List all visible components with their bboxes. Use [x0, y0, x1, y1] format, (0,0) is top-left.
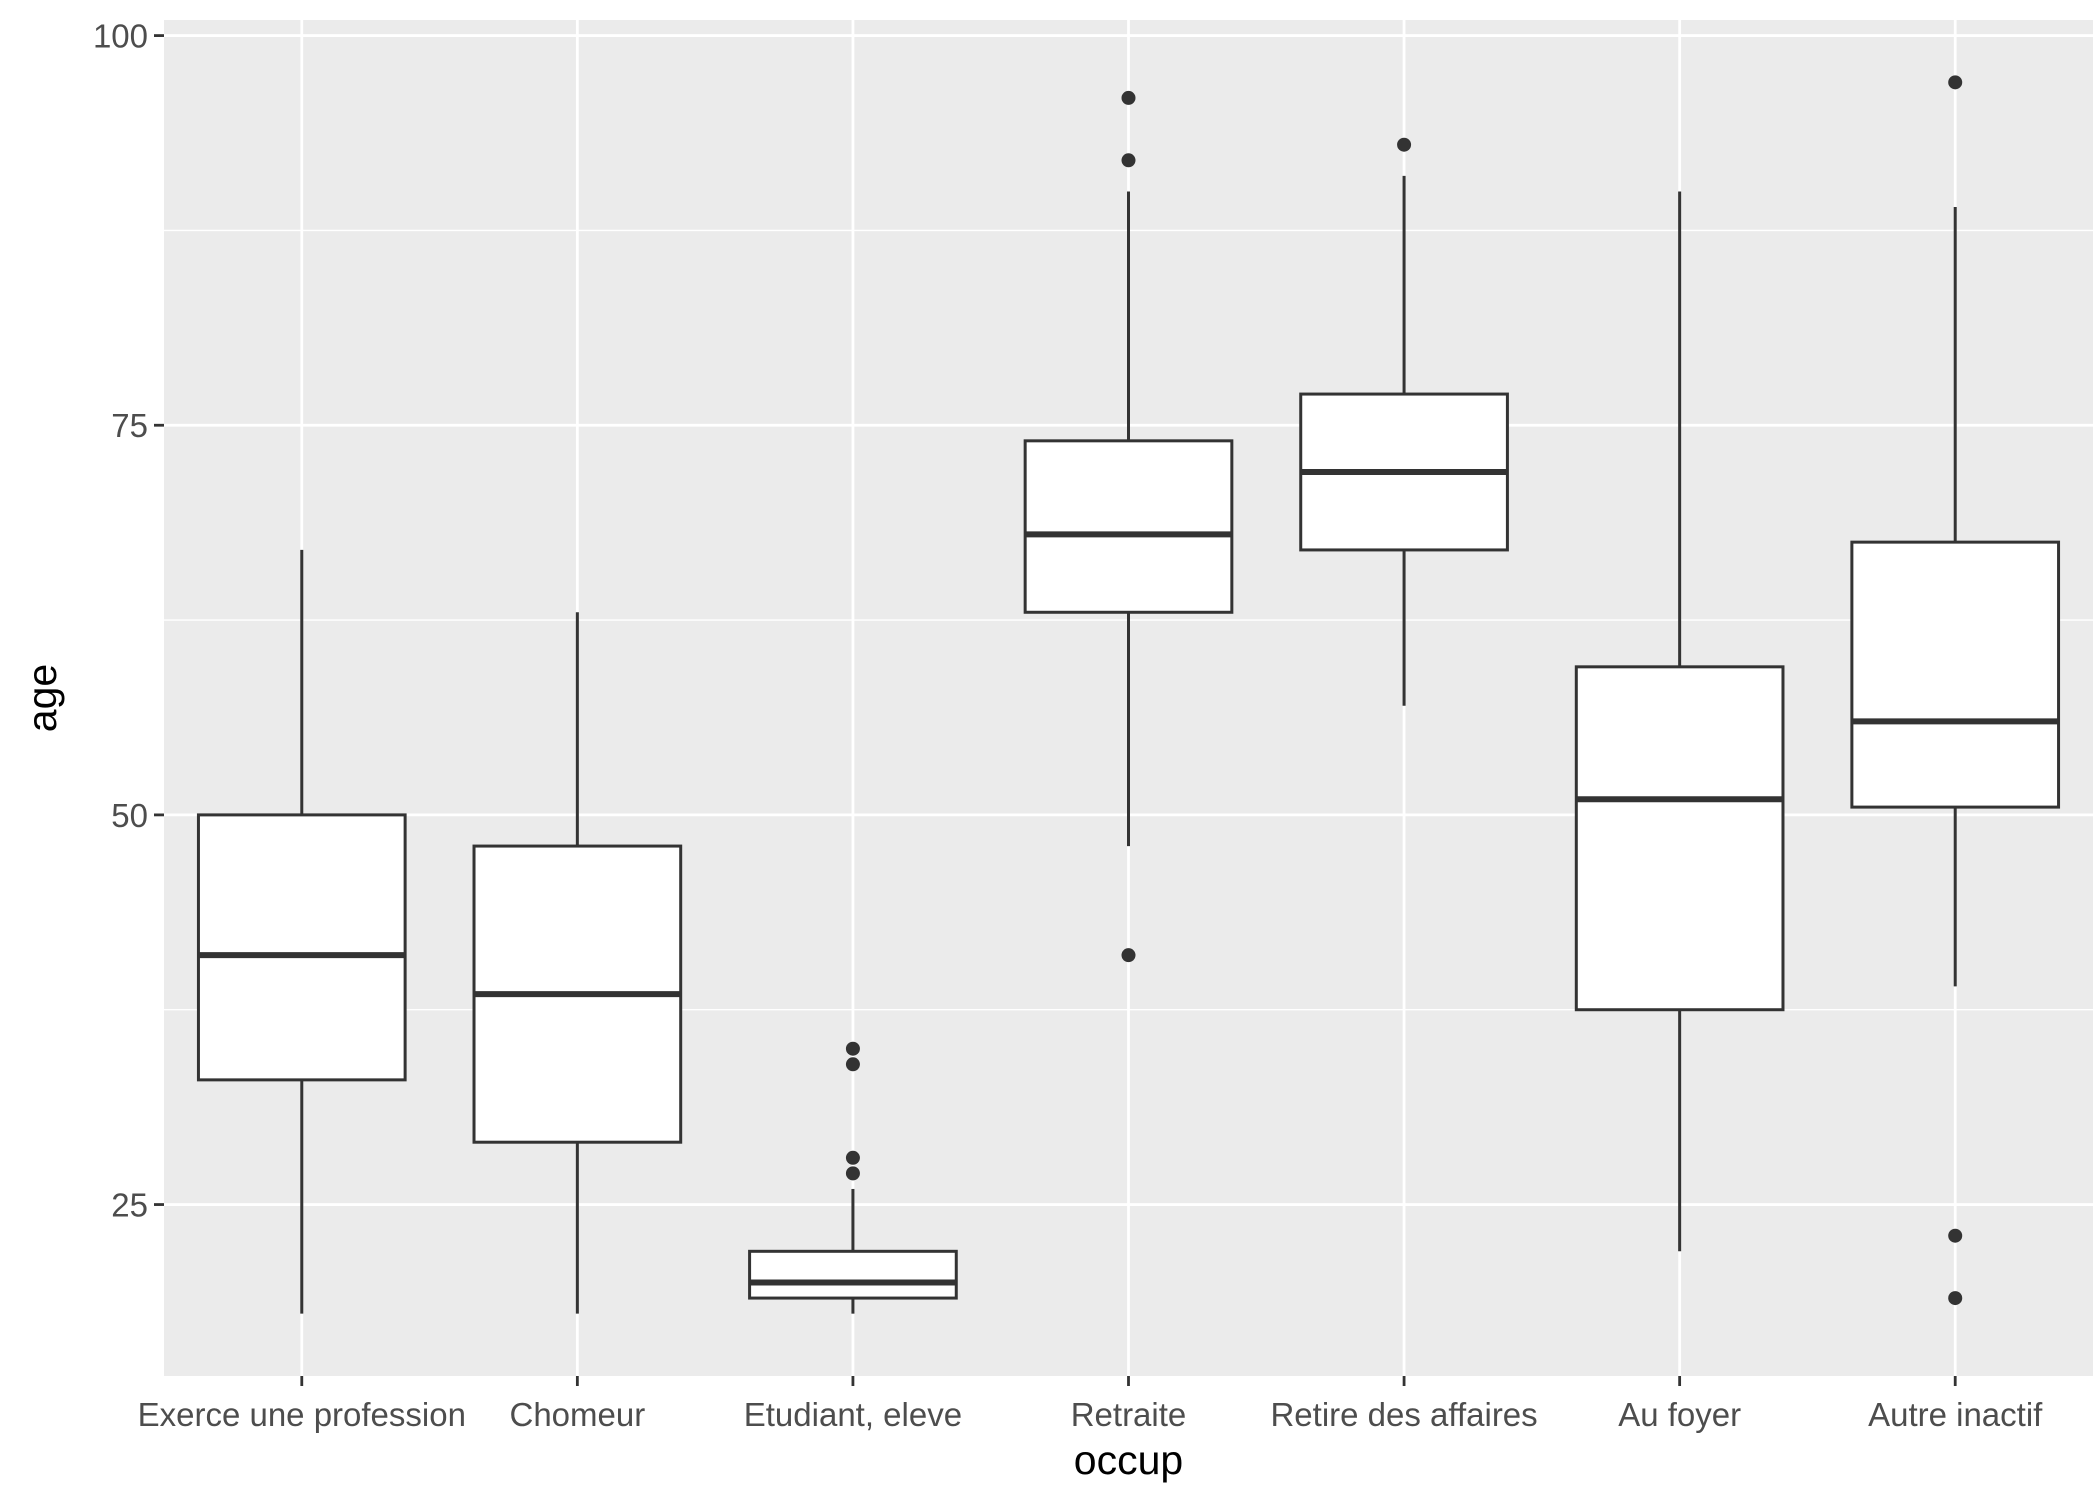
y-tick-label: 25	[111, 1187, 148, 1224]
box-iqr	[1850, 540, 2061, 809]
outlier-point	[1121, 948, 1136, 963]
box-iqr	[1023, 439, 1234, 614]
box-iqr	[748, 1249, 958, 1300]
box-au-foyer	[1574, 191, 1785, 1252]
y-tick-label: 75	[111, 407, 148, 444]
boxplot-series	[196, 75, 2061, 1314]
outlier-point	[1397, 137, 1412, 152]
outlier-point	[1948, 1228, 1963, 1243]
x-axis: Exerce une profession Chomeur Etudiant, el…	[138, 1376, 2043, 1433]
outlier-point	[1121, 90, 1136, 105]
outlier-point	[845, 1150, 860, 1165]
box-exerce-une-profession	[196, 549, 407, 1314]
outlier-point	[1121, 153, 1136, 168]
outlier-point	[845, 1041, 860, 1056]
x-tick-label: Retire des affaires	[1270, 1396, 1537, 1433]
x-tick-label: Au foyer	[1618, 1396, 1741, 1433]
x-tick-label: Etudiant, eleve	[744, 1396, 962, 1433]
y-axis: 25 50 75 100	[93, 18, 164, 1224]
box-iqr	[1574, 665, 1785, 1012]
x-tick-label: Chomeur	[509, 1396, 645, 1433]
box-iqr	[196, 813, 407, 1082]
y-tick-label: 100	[93, 18, 148, 55]
outlier-point	[1948, 75, 1963, 90]
box-autre-inactif	[1850, 75, 2061, 1306]
x-tick-label: Autre inactif	[1868, 1396, 2043, 1433]
outlier-point	[1948, 1291, 1963, 1306]
y-tick-label: 50	[111, 797, 148, 834]
x-tick-label: Exerce une profession	[138, 1396, 466, 1433]
outlier-point	[845, 1057, 860, 1072]
outlier-point	[845, 1166, 860, 1181]
box-etudiant-eleve	[748, 1041, 958, 1314]
x-tick-label: Retraite	[1071, 1396, 1187, 1433]
box-chomeur	[472, 612, 683, 1314]
y-axis-title: age	[19, 664, 65, 732]
box-retraite	[1023, 90, 1234, 963]
box-retire-des-affaires	[1299, 137, 1509, 706]
x-axis-title: occup	[1074, 1437, 1183, 1483]
